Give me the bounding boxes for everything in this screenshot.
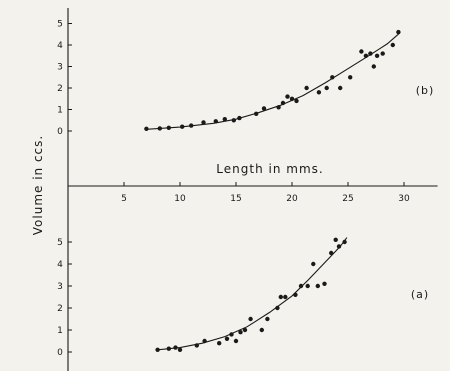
data-point-a — [322, 281, 327, 286]
data-point-b — [157, 126, 162, 131]
data-point-b — [189, 123, 194, 128]
data-point-b — [222, 117, 227, 122]
data-point-a — [217, 341, 222, 346]
y-tick-label: 1 — [57, 106, 63, 116]
data-point-a — [233, 338, 239, 344]
data-point-a — [166, 346, 171, 351]
y-tick-label: 5 — [57, 238, 63, 248]
y-tick-label: 5 — [57, 20, 63, 30]
data-point-b — [294, 98, 299, 104]
data-point-a — [177, 347, 183, 352]
data-point-a — [229, 332, 234, 337]
data-point-b — [368, 51, 373, 56]
y-axis-title: Volume in ccs. — [31, 135, 45, 235]
data-point-b — [254, 111, 259, 117]
x-tick-label: 10 — [174, 194, 186, 204]
y-tick-label: 2 — [57, 304, 63, 314]
data-point-a — [224, 336, 230, 341]
x-tick-label: 30 — [398, 194, 410, 204]
y-tick-label: 0 — [57, 348, 63, 358]
data-point-b — [304, 85, 309, 91]
data-point-b — [285, 94, 290, 99]
data-point-a — [238, 330, 243, 335]
y-tick-label: 3 — [57, 282, 63, 292]
data-point-b — [390, 42, 395, 48]
y-tick-label: 3 — [57, 63, 63, 73]
data-point-b — [280, 100, 286, 106]
data-point-a — [265, 316, 270, 322]
data-point-b — [276, 105, 281, 110]
fit-curve-a — [157, 237, 348, 351]
data-point-b — [213, 119, 218, 124]
data-point-a — [194, 343, 199, 348]
y-tick-label: 1 — [57, 326, 63, 336]
data-point-b — [231, 118, 236, 123]
data-point-a — [293, 292, 298, 297]
data-point-b — [338, 85, 343, 91]
panel-label-b: (b) — [416, 84, 435, 97]
data-point-a — [248, 316, 253, 322]
data-point-b — [289, 96, 295, 102]
data-point-a — [242, 327, 248, 333]
data-point-b — [180, 124, 185, 129]
data-point-b — [201, 120, 206, 125]
data-point-b — [330, 75, 335, 80]
data-point-b — [380, 51, 385, 56]
data-point-b — [144, 126, 149, 131]
data-point-a — [275, 305, 280, 311]
x-axis-title: Length in mms. — [216, 162, 323, 176]
x-tick-label: 5 — [121, 194, 127, 204]
y-tick-label: 4 — [57, 260, 63, 270]
y-tick-label: 2 — [57, 84, 63, 94]
data-point-b — [371, 64, 376, 69]
data-point-a — [333, 237, 338, 242]
data-point-b — [348, 75, 353, 80]
data-point-a — [336, 244, 342, 249]
data-point-a — [342, 239, 347, 245]
data-point-b — [396, 29, 401, 35]
data-point-b — [374, 53, 380, 58]
data-point-b — [166, 125, 171, 130]
data-point-a — [298, 283, 304, 289]
data-point-a — [305, 283, 310, 289]
chart-axes: 5 10 15 20 25 30 0 1 2 3 4 5 0 1 2 3 4 5 — [57, 8, 438, 371]
x-tick-label: 25 — [342, 194, 353, 204]
data-point-b — [359, 49, 364, 54]
data-point-b — [316, 90, 322, 95]
fit-curve-b — [146, 32, 400, 130]
chart-marks: (b) (a) — [144, 29, 435, 352]
data-point-b — [363, 53, 369, 58]
data-point-a — [329, 250, 334, 256]
x-tick-label: 20 — [286, 194, 298, 204]
data-point-a — [315, 283, 320, 289]
data-point-b — [324, 85, 329, 91]
data-point-a — [173, 345, 178, 350]
data-point-a — [283, 294, 288, 300]
y-tick-label: 4 — [57, 41, 63, 51]
panel-label-a: (a) — [411, 288, 429, 301]
x-tick-label: 15 — [230, 194, 241, 204]
data-point-b — [237, 115, 242, 121]
data-point-a — [311, 261, 316, 267]
data-point-a — [278, 294, 283, 300]
data-point-a — [155, 347, 160, 352]
y-tick-label: 0 — [57, 127, 63, 137]
data-point-b — [261, 106, 267, 111]
data-point-a — [259, 327, 264, 333]
data-point-a — [202, 338, 207, 344]
